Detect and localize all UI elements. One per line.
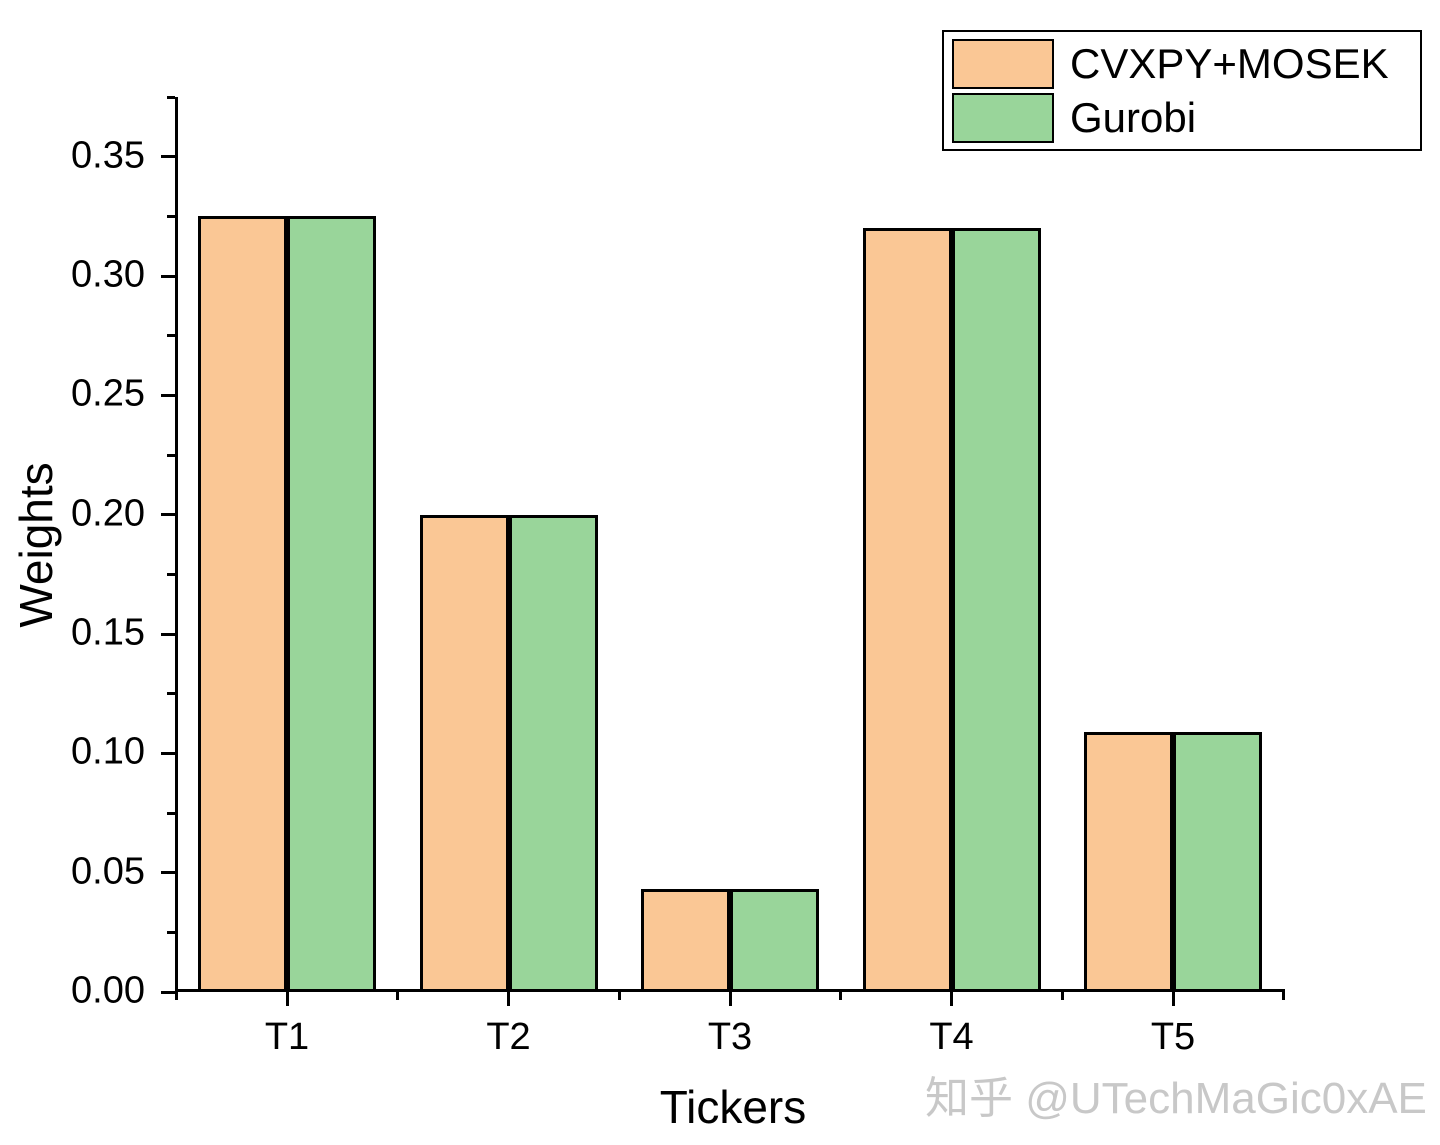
y-major-tick [161, 751, 175, 755]
y-major-tick [161, 155, 175, 159]
legend-row: Gurobi [952, 93, 1410, 143]
watermark: 知乎 @UTechMaGic0xAE [925, 1074, 1427, 1123]
bar-t4-cvxpy-mosek [862, 228, 952, 992]
bar-t2-gurobi [508, 514, 598, 992]
y-minor-tick [167, 572, 175, 576]
x-major-tick [285, 992, 289, 1006]
legend-swatch-gurobi [952, 93, 1054, 143]
y-major-tick [161, 871, 175, 875]
y-tick-label: 0.20 [71, 492, 145, 535]
y-tick-label: 0.30 [71, 253, 145, 296]
x-major-tick [1171, 992, 1175, 1006]
bar-t4-gurobi [951, 228, 1041, 992]
y-major-tick [161, 513, 175, 517]
legend-label-gurobi: Gurobi [1070, 94, 1197, 141]
x-tick-label: T1 [264, 1016, 310, 1058]
bar-t1-cvxpy-mosek [198, 216, 287, 992]
y-major-tick [161, 632, 175, 636]
x-tick-label: T3 [707, 1016, 753, 1058]
y-tick-label: 0.35 [71, 134, 145, 177]
y-major-tick [161, 393, 175, 397]
y-tick-label: 0.00 [71, 969, 145, 1012]
x-minor-tick [617, 992, 621, 1000]
y-minor-tick [167, 930, 175, 934]
y-tick-label: 0.10 [71, 730, 145, 773]
y-minor-tick [167, 95, 175, 99]
x-minor-tick [396, 992, 400, 1000]
y-tick-label: 0.25 [71, 372, 145, 415]
x-tick-label: T4 [929, 1016, 974, 1058]
x-major-tick [950, 992, 953, 1006]
x-minor-tick [1060, 992, 1064, 1000]
x-minor-tick [839, 992, 843, 1000]
x-tick-label: T2 [486, 1016, 531, 1058]
x-minor-tick [174, 992, 178, 1000]
x-tick-label: T5 [1150, 1016, 1196, 1058]
x-minor-tick [1282, 992, 1286, 1000]
x-axis-title: Tickers [659, 1081, 807, 1133]
y-minor-tick [167, 692, 175, 696]
y-minor-tick [167, 214, 175, 218]
bar-t2-cvxpy-mosek [419, 514, 509, 992]
bar-t3-cvxpy-mosek [641, 889, 730, 992]
y-major-tick [161, 990, 175, 994]
bar-t1-gurobi [287, 216, 376, 992]
legend-row: CVXPY+MOSEK [952, 39, 1410, 89]
y-major-tick [161, 274, 175, 278]
y-minor-tick [167, 334, 175, 338]
y-minor-tick [167, 453, 175, 457]
y-axis-title: Weights [10, 462, 62, 628]
bar-t5-gurobi [1173, 731, 1262, 992]
legend: CVXPY+MOSEK Gurobi [942, 30, 1422, 151]
bar-t3-gurobi [730, 889, 819, 992]
y-tick-label: 0.05 [71, 850, 145, 893]
y-minor-tick [167, 811, 175, 815]
x-major-tick [728, 992, 732, 1006]
legend-swatch-cvxpy-mosek [952, 39, 1054, 89]
bar-t5-cvxpy-mosek [1084, 731, 1173, 992]
x-major-tick [507, 992, 510, 1006]
y-tick-label: 0.15 [71, 611, 145, 654]
legend-label-cvxpy-mosek: CVXPY+MOSEK [1070, 40, 1389, 87]
